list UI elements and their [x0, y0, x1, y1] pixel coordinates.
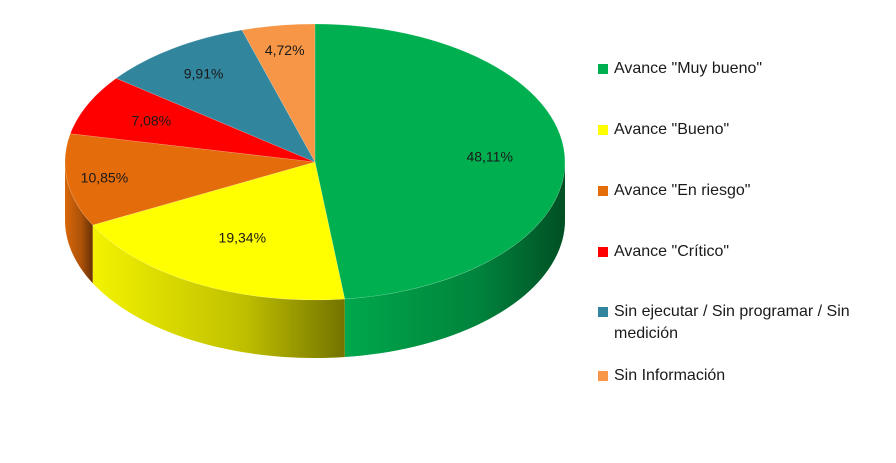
legend-item-3: Avance "Crítico": [598, 241, 896, 263]
legend-label-1: Avance "Bueno": [614, 121, 730, 138]
legend-swatch-1: [598, 125, 608, 135]
legend-swatch-4: [598, 307, 608, 317]
pie-slice-side-shade-1: [92, 225, 345, 358]
legend-label-3: Avance "Crítico": [614, 243, 730, 260]
legend-item-0: Avance "Muy bueno": [598, 58, 896, 80]
pie-slice-2: [64, 133, 316, 226]
data-label-3: 7,08%: [131, 113, 171, 129]
legend-item-4: Sin ejecutar / Sin programar / Sin medic…: [598, 301, 896, 345]
legend-item-5: Sin Información: [598, 365, 896, 387]
pie-slice-0: [314, 23, 566, 300]
data-label-2: 10,85%: [81, 170, 128, 186]
data-label-0: 48,11%: [466, 148, 512, 164]
data-label-5: 4,72%: [265, 42, 305, 58]
pie-slice-1: [92, 161, 346, 301]
pie-data-labels: 48,11% 19,34% 10,85% 7,08% 9,91% 4,72%: [81, 42, 513, 246]
data-label-1: 19,34%: [219, 230, 266, 246]
pie-slice-3: [69, 77, 316, 163]
pie-side-walls: [65, 162, 565, 358]
legend-label-2: Avance "En riesgo": [614, 182, 751, 199]
legend-swatch-2: [598, 186, 608, 196]
pie-top-faces: [64, 23, 566, 301]
legend-label-5: Sin Información: [614, 367, 726, 384]
pie-slice-5: [241, 23, 316, 164]
legend-swatch-0: [598, 64, 608, 74]
pie-slice-side-shade-0: [344, 162, 565, 358]
pie-slice-side-shade-2: [65, 162, 93, 284]
legend-item-1: Avance "Bueno": [598, 119, 896, 141]
data-label-4: 9,91%: [184, 66, 224, 82]
legend-label-0: Avance "Muy bueno": [614, 60, 763, 77]
legend-item-2: Avance "En riesgo": [598, 180, 896, 202]
legend-swatch-5: [598, 371, 608, 381]
legend-label-4: Sin ejecutar / Sin programar / Sin medic…: [614, 303, 850, 342]
legend-swatch-3: [598, 247, 608, 257]
pie-slice-4: [115, 29, 316, 163]
